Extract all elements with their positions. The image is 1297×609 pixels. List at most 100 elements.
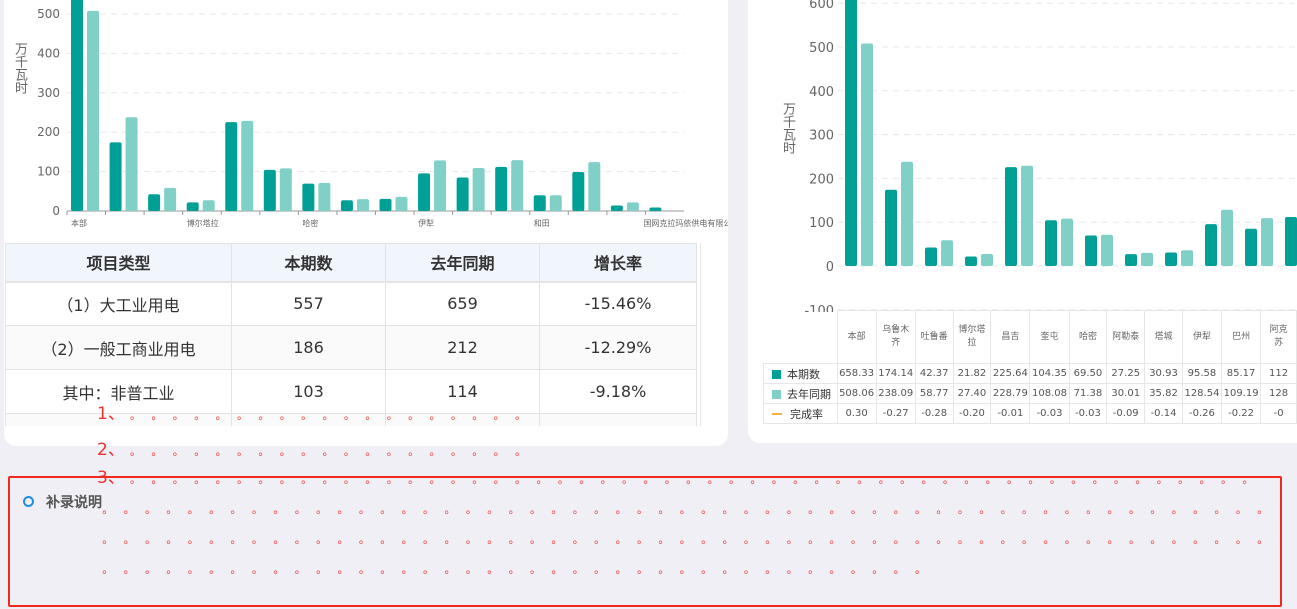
left-table-scroll[interactable]: 项目类型 本期数 去年同期 增长率 （1）大工业用电 557 659 -15.46% （… xyxy=(0,243,701,426)
note-char: 。 xyxy=(893,563,905,576)
note-char: 。 xyxy=(829,533,841,546)
note-char: 。 xyxy=(102,503,114,516)
bar-last-year xyxy=(981,253,993,266)
legend-item[interactable]: 本期数 xyxy=(763,363,838,384)
note-char: 。 xyxy=(1043,533,1055,546)
bar-current xyxy=(418,173,431,211)
note-char: 。 xyxy=(679,533,691,546)
bar-current xyxy=(1085,235,1097,266)
circle-bullet-icon xyxy=(23,496,34,507)
note-char: 。 xyxy=(194,473,206,486)
note-char: 。 xyxy=(358,533,370,546)
note-char: 。 xyxy=(1128,533,1140,546)
note-char: 。 xyxy=(230,503,242,516)
data-row: 本期数 658.33 174.14 42.37 21.82 225.64 104.35 69.… xyxy=(763,363,1297,384)
note-char: 。 xyxy=(450,409,462,422)
category-row: 本部 乌鲁木齐 吐鲁番 博尔塔拉 昌吉 奎屯 哈密 阿勒泰 塔城 伊犁 巴州 阿克苏 xyxy=(764,310,1297,364)
bar-current xyxy=(649,207,662,211)
bar-current xyxy=(885,189,897,266)
x-tick-label: 哈密 xyxy=(302,218,318,228)
note-char: 。 xyxy=(322,409,334,422)
note-char: 。 xyxy=(515,409,527,422)
legend-line-rate xyxy=(772,412,782,415)
note-char: 。 xyxy=(251,533,263,546)
value-cell: -0.27 xyxy=(875,403,916,424)
note-char: 。 xyxy=(1171,503,1183,516)
value-cell: 95.58 xyxy=(1181,363,1223,384)
note-char: 。 xyxy=(365,473,377,486)
bar-current xyxy=(109,142,122,211)
col-header-last-year[interactable]: 去年同期 xyxy=(385,243,540,283)
note-char: 。 xyxy=(686,473,698,486)
note-char: 。 xyxy=(194,445,206,458)
col-header-type[interactable]: 项目类型 xyxy=(5,243,232,283)
note-char: 。 xyxy=(273,503,285,516)
note-char: 。 xyxy=(215,473,227,486)
note-char: 。 xyxy=(209,503,221,516)
note-text: 。。。。。。。。。。。。。。。。。。。 xyxy=(125,404,531,424)
value-cell: -0.20 xyxy=(952,403,992,424)
note-char: 。 xyxy=(808,533,820,546)
table-cell: 114 xyxy=(385,369,540,414)
value-cell: 85.17 xyxy=(1221,363,1262,384)
note-char: 。 xyxy=(835,473,847,486)
supplement-section[interactable]: 补录说明 xyxy=(8,476,1282,607)
table-cell: 186 xyxy=(231,325,386,370)
table-cell: -12.29% xyxy=(539,325,697,370)
note-char: 。 xyxy=(123,563,135,576)
col-header-growth[interactable]: 增长率 xyxy=(539,243,697,283)
value-cell: -0.01 xyxy=(990,403,1031,424)
note-char: 。 xyxy=(594,503,606,516)
col-header-current[interactable]: 本期数 xyxy=(231,243,386,283)
note-char: 。 xyxy=(215,409,227,422)
note-char: 。 xyxy=(187,503,199,516)
bar-last-year xyxy=(588,162,601,211)
note-char: 。 xyxy=(130,445,142,458)
y-tick-label: 200 xyxy=(37,125,60,139)
note-char: 。 xyxy=(722,533,734,546)
bar-last-year xyxy=(318,182,331,211)
note-char: 。 xyxy=(850,503,862,516)
note-char: 。 xyxy=(102,533,114,546)
note-char: 。 xyxy=(151,445,163,458)
note-char: 。 xyxy=(743,563,755,576)
note-char: 。 xyxy=(365,445,377,458)
note-char: 。 xyxy=(728,473,740,486)
note-char: 。 xyxy=(294,533,306,546)
note-char: 。 xyxy=(765,533,777,546)
note-char: 。 xyxy=(386,445,398,458)
note-char: 。 xyxy=(1071,473,1083,486)
bar-last-year xyxy=(356,199,369,211)
right-data-table-wrap: 本部 乌鲁木齐 吐鲁番 博尔塔拉 昌吉 奎屯 哈密 阿勒泰 塔城 伊犁 巴州 阿克苏 本期数 658.33… xyxy=(748,300,1297,430)
y-tick-label: 600 xyxy=(809,0,834,12)
note-char: 。 xyxy=(251,563,263,576)
bar-last-year xyxy=(1221,209,1233,266)
note-char: 。 xyxy=(151,473,163,486)
x-tick-label: 本部 xyxy=(71,218,87,228)
note-char: 。 xyxy=(209,533,221,546)
blank-cell xyxy=(764,311,838,364)
bar-last-year xyxy=(901,161,913,266)
note-char: 。 xyxy=(429,409,441,422)
supplement-title: 补录说明 xyxy=(46,495,102,511)
note-char: 。 xyxy=(236,409,248,422)
note-char: 。 xyxy=(530,503,541,516)
note-char: 。 xyxy=(487,503,499,516)
note-char: 。 xyxy=(450,473,462,486)
note-char: 。 xyxy=(829,503,841,516)
note-char: 。 xyxy=(230,533,242,546)
left-y-axis-title: 万千瓦时 xyxy=(12,42,27,94)
note-char: 。 xyxy=(343,473,355,486)
y-tick-label: 500 xyxy=(809,41,834,56)
note-char: 。 xyxy=(429,473,441,486)
note-char: 。 xyxy=(423,563,435,576)
note-char: 。 xyxy=(1193,503,1205,516)
note-char: 。 xyxy=(572,503,584,516)
note-char: 。 xyxy=(622,473,633,486)
note-char: 。 xyxy=(279,409,291,422)
note-char: 。 xyxy=(166,533,178,546)
note-char: 。 xyxy=(444,533,456,546)
note-char: 。 xyxy=(301,409,313,422)
table-cell: 工业用电 xyxy=(5,413,232,426)
y-tick-label: -100 xyxy=(804,304,834,312)
